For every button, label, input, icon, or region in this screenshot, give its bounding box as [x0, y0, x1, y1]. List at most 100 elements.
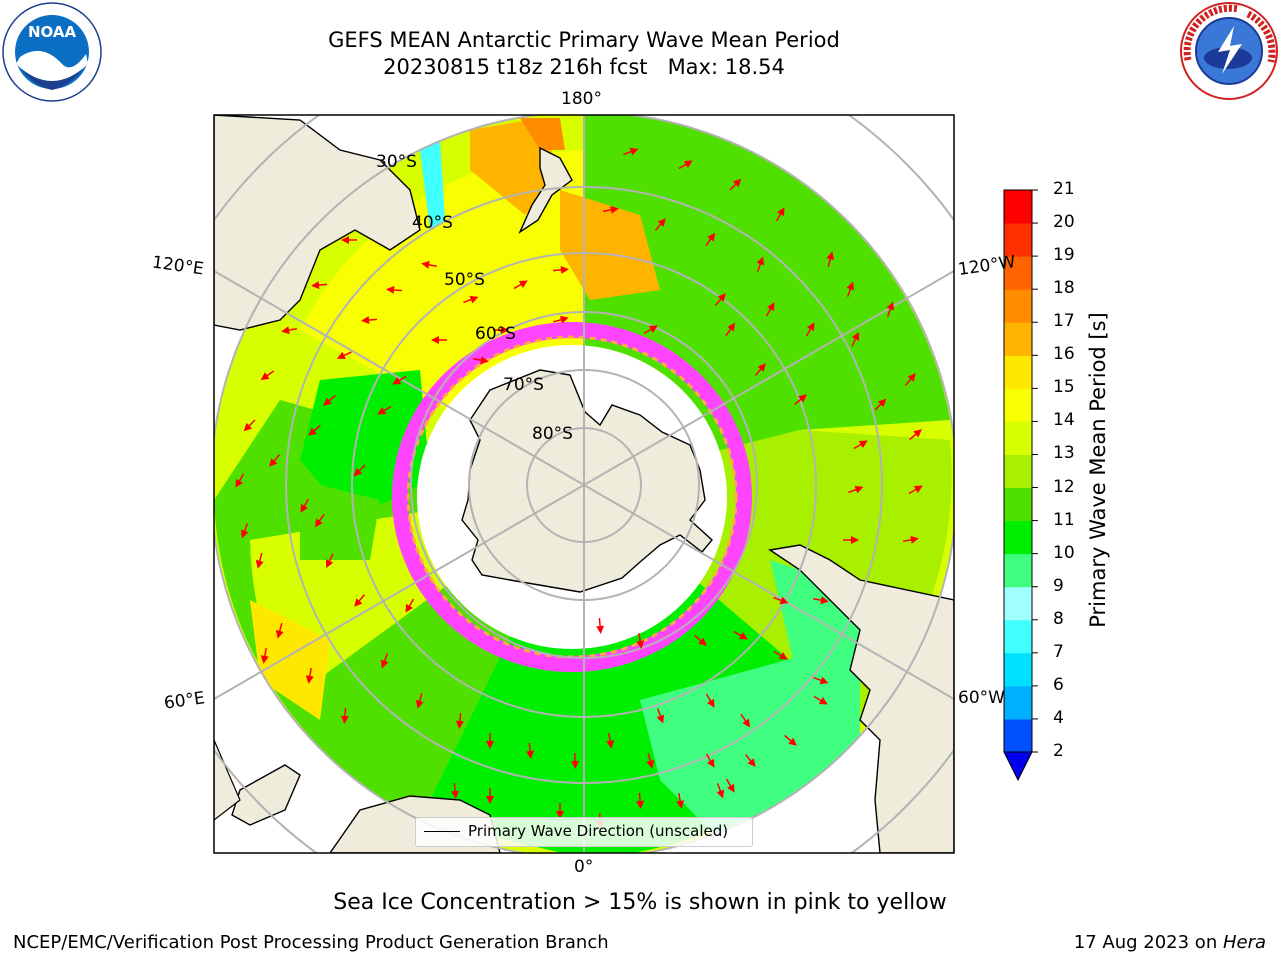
colorbar-tick-label: 17	[1053, 311, 1075, 332]
colorbar-segment	[1004, 487, 1032, 522]
colorbar-tick-label: 2	[1053, 741, 1064, 761]
colorbar-tick-label: 14	[1053, 410, 1075, 431]
wave-direction-arrow	[733, 630, 748, 640]
colorbar-segment	[1004, 256, 1032, 290]
lat-label-70s: 70°S	[503, 375, 544, 395]
wave-direction-arrow	[472, 356, 489, 365]
wave-direction-arrow	[463, 295, 479, 304]
wave-direction-arrow	[451, 782, 460, 799]
south-america-landmass	[768, 544, 954, 853]
wave-direction-arrow	[421, 260, 438, 269]
colorbar-segment	[1004, 718, 1032, 753]
wave-direction-arrow	[716, 783, 725, 799]
wave-direction-arrow	[654, 218, 666, 231]
legend-label: Primary Wave Direction (unscaled)	[468, 822, 729, 840]
wave-direction-arrow	[240, 523, 249, 539]
wave-direction-arrow	[676, 792, 685, 809]
wave-direction-arrow	[386, 285, 403, 294]
sea-ice-band	[392, 322, 752, 672]
wave-direction-arrow	[705, 232, 716, 247]
lat-label-50s: 50°S	[444, 270, 485, 290]
wave-direction-arrows	[235, 147, 923, 829]
colorbar-tick-label: 8	[1053, 608, 1064, 629]
colorbar-segment	[1004, 619, 1032, 654]
wave-direction-arrow	[392, 375, 407, 385]
wave-direction-arrow	[556, 803, 564, 819]
wave-direction-arrow	[314, 513, 325, 528]
colorbar-tick-label: 16	[1053, 344, 1075, 365]
colorbar-tick-label: 20	[1053, 212, 1075, 233]
wave-direction-arrow	[714, 293, 726, 306]
colorbar-segment	[1004, 685, 1032, 720]
wave-direction-arrow	[813, 695, 828, 705]
wave-direction-arrow	[311, 281, 328, 290]
footer-date-text: 17 Aug 2023 on	[1073, 932, 1223, 953]
wave-direction-arrow	[526, 742, 535, 759]
graticule	[214, 115, 954, 853]
wave-direction-arrow	[740, 713, 751, 728]
wave-direction-arrow	[323, 394, 336, 406]
noaa-logo-icon: NOAA	[2, 2, 102, 102]
wave-direction-arrow	[308, 424, 321, 436]
wave-direction-arrow	[794, 394, 807, 406]
wave-direction-arrow	[431, 336, 447, 344]
colorbar-tick-label: 11	[1053, 509, 1075, 530]
wave-direction-arrow	[853, 440, 868, 450]
wave-direction-arrow	[602, 205, 619, 214]
sea-ice-note: Sea Ice Concentration > 15% is shown in …	[333, 890, 947, 915]
wave-direction-arrow	[904, 373, 916, 386]
colorbar-segment	[1004, 223, 1032, 257]
wave-direction-arrow	[325, 553, 334, 569]
map-legend: Primary Wave Direction (unscaled)	[415, 817, 753, 847]
wave-direction-arrow	[646, 753, 655, 769]
colorbar-segment	[1004, 322, 1032, 356]
colorbar-segment	[1004, 553, 1032, 588]
wave-direction-arrow	[756, 256, 765, 272]
wave-direction-arrow	[552, 265, 569, 274]
svg-text:NOAA: NOAA	[28, 23, 77, 41]
colorbar-tick-label: 13	[1053, 443, 1075, 464]
wave-direction-arrow	[361, 316, 378, 325]
wave-direction-arrow	[805, 322, 815, 337]
colorbar-tick-label: 9	[1053, 575, 1064, 596]
chart-title-line1: GEFS MEAN Antarctic Primary Wave Mean Pe…	[328, 28, 840, 52]
colorbar-segment	[1004, 289, 1032, 323]
wave-direction-arrow	[493, 326, 509, 334]
lon-label-180: 180°	[561, 89, 602, 109]
wave-direction-arrow	[705, 693, 715, 708]
wave-direction-arrow	[260, 647, 269, 664]
wave-direction-arrow	[725, 778, 735, 793]
wave-direction-arrow	[415, 693, 424, 709]
wave-direction-arrow	[812, 596, 829, 605]
colorbar-segment	[1004, 388, 1032, 422]
colorbar-tick-label: 21	[1053, 179, 1075, 199]
wave-direction-arrow	[784, 734, 797, 746]
wave-direction-arrow	[902, 535, 919, 544]
wave-direction-arrow	[775, 207, 785, 222]
wave-direction-arrow	[744, 754, 756, 767]
lat-label-80s: 80°S	[532, 424, 573, 444]
wave-direction-arrow	[846, 281, 855, 297]
colorbar-segment	[1004, 190, 1032, 224]
colorbar-segment	[1004, 454, 1032, 489]
wave-direction-arrow	[275, 623, 284, 639]
wave-direction-arrow	[281, 326, 298, 335]
colorbar-tick-label: 6	[1053, 674, 1064, 695]
wave-direction-arrow	[596, 617, 605, 634]
wave-direction-arrow	[765, 302, 775, 317]
wave-direction-arrow	[678, 160, 693, 170]
wave-direction-arrow	[623, 147, 639, 156]
wave-direction-arrow	[606, 732, 615, 749]
wave-direction-arrow	[340, 707, 349, 724]
wave-direction-arrow	[848, 485, 864, 494]
wave-direction-arrow	[486, 788, 494, 804]
colorbar-tick-label: 10	[1053, 542, 1075, 563]
colorbar-tick-label: 12	[1053, 476, 1075, 497]
footer-date: 17 Aug 2023 on Hera	[1074, 932, 1266, 953]
wave-direction-arrow	[908, 485, 923, 495]
wave-direction-arrow	[571, 752, 580, 769]
colorbar-tick-label: 18	[1053, 278, 1075, 299]
lat-label-40s: 40°S	[412, 213, 453, 233]
madagascar-landmass	[231, 764, 301, 826]
